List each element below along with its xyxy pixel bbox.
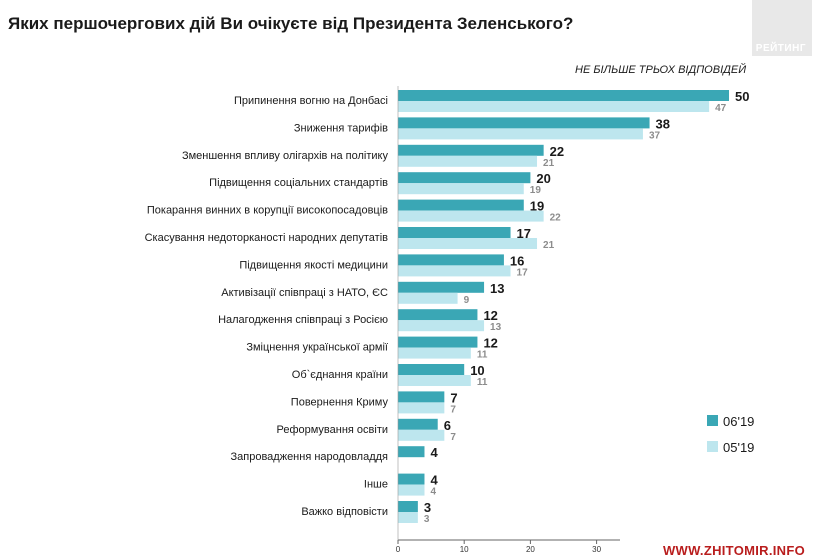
x-tick-label: 0 [396,545,401,554]
rating-logo-text: РЕЙТИНГ [755,43,806,54]
bar-05-19 [398,347,471,359]
bar-05-19 [398,210,544,222]
category-label: Важко відповісти [301,506,388,518]
bar-05-19 [398,402,445,414]
bar-05-19 [398,320,485,332]
data-label-05-19: 22 [550,213,562,224]
category-label: Інше [364,479,388,491]
data-label-05-19: 9 [464,295,470,306]
bar-06-19 [398,473,425,485]
data-label-05-19: 47 [715,103,727,114]
data-label-05-19: 4 [430,487,436,498]
bar-06-19 [398,501,418,512]
category-label: Припинення вогню на Донбасі [234,95,388,107]
data-label-05-19: 19 [530,185,542,196]
bar-06-19 [398,117,650,129]
category-label: Зменшення впливу олігархів на політику [182,150,389,162]
bar-05-19 [398,183,524,195]
bar-05-19 [398,292,458,304]
category-label: Повернення Криму [291,396,389,408]
category-label: Покарання винних в корупції високопосадо… [147,205,388,217]
bar-06-19 [398,254,504,266]
data-label-06-19: 22 [550,144,564,159]
data-label-05-19: 11 [477,350,488,361]
data-label-05-19: 37 [649,130,661,141]
legend-swatch [707,415,718,426]
bar-05-19 [398,128,643,140]
bar-06-19 [398,309,478,321]
data-label-05-19: 13 [490,322,502,333]
data-label-06-19: 6 [444,418,451,433]
bar-06-19 [398,418,438,430]
category-label: Зміцнення української армії [246,342,388,354]
category-label: Запровадження народовладдя [231,451,389,463]
bar-06-19 [398,172,531,184]
bar-05-19 [398,429,445,441]
category-label: Зниження тарифів [294,122,388,134]
data-label-06-19: 16 [510,253,524,268]
bar-05-19 [398,265,511,277]
category-label: Реформування освіти [276,424,388,436]
category-label: Скасування недоторканості народних депут… [145,232,389,244]
data-label-05-19: 21 [543,158,555,169]
data-label-05-19: 7 [450,432,456,443]
data-label-06-19: 19 [530,199,544,214]
bar-06-19 [398,446,425,458]
data-label-06-19: 17 [517,226,531,241]
data-label-06-19: 13 [490,281,504,296]
legend-swatch [707,441,718,452]
data-label-05-19: 17 [517,267,529,278]
bar-06-19 [398,391,445,403]
bar-05-19 [398,512,418,523]
data-label-06-19: 4 [430,445,438,460]
data-label-06-19: 12 [483,308,497,323]
data-label-05-19: 11 [477,377,488,388]
category-label: Підвищення якості медицини [239,259,388,271]
bar-06-19 [398,281,485,293]
legend-label: 06'19 [723,414,754,429]
category-label: Налагодження співпраці з Росією [218,314,388,326]
chart-title: Яких першочергових дій Ви очікуєте від П… [8,14,574,33]
bar-06-19 [398,90,729,101]
bar-06-19 [398,144,544,156]
data-label-06-19: 3 [424,500,431,515]
site-watermark: WWW.ZHITOMIR.INFO [662,543,805,558]
data-label-05-19: 3 [424,514,430,525]
data-label-06-19: 7 [450,390,457,405]
x-tick-label: 30 [592,545,601,554]
bar-05-19 [398,101,710,112]
bar-05-19 [398,375,471,386]
data-label-06-19: 10 [470,363,484,378]
legend-label: 05'19 [723,440,754,455]
data-label-06-19: 12 [483,336,497,351]
bar-06-19 [398,364,465,375]
bar-06-19 [398,336,478,348]
x-tick-label: 20 [526,545,535,554]
bar-06-19 [398,227,511,238]
category-label: Підвищення соціальних стандартів [209,177,388,189]
category-label: Активізації співпраці з НАТО, ЄС [221,287,388,299]
category-label: Об`єднання країни [292,369,388,381]
data-label-06-19: 4 [430,473,438,488]
chart-subtitle: НЕ БІЛЬШЕ ТРЬОХ ВІДПОВІДЕЙ [575,64,747,76]
data-label-05-19: 7 [450,404,456,415]
bar-05-19 [398,238,538,249]
bar-06-19 [398,199,524,211]
x-tick-label: 10 [460,545,469,554]
data-label-06-19: 50 [735,89,749,104]
data-label-06-19: 38 [656,116,670,131]
bar-05-19 [398,484,425,496]
data-label-06-19: 20 [536,171,550,186]
rating-logo: РЕЙТИНГ [752,0,812,56]
data-label-05-19: 21 [543,240,555,251]
bar-05-19 [398,155,538,167]
